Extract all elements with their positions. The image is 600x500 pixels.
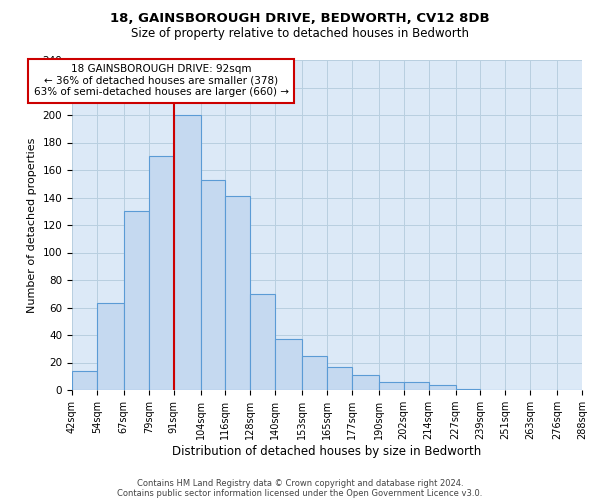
Bar — [226, 196, 250, 390]
Bar — [250, 294, 275, 390]
Bar — [302, 356, 327, 390]
Text: Contains public sector information licensed under the Open Government Licence v3: Contains public sector information licen… — [118, 488, 482, 498]
Bar — [379, 382, 404, 390]
Bar — [275, 339, 302, 390]
Text: 18, GAINSBOROUGH DRIVE, BEDWORTH, CV12 8DB: 18, GAINSBOROUGH DRIVE, BEDWORTH, CV12 8… — [110, 12, 490, 26]
Bar — [173, 115, 200, 390]
Text: 18 GAINSBOROUGH DRIVE: 92sqm
← 36% of detached houses are smaller (378)
63% of s: 18 GAINSBOROUGH DRIVE: 92sqm ← 36% of de… — [34, 64, 289, 98]
Bar — [149, 156, 173, 390]
X-axis label: Distribution of detached houses by size in Bedworth: Distribution of detached houses by size … — [172, 445, 482, 458]
Bar — [97, 304, 124, 390]
Bar — [72, 371, 97, 390]
Bar — [327, 366, 352, 390]
Y-axis label: Number of detached properties: Number of detached properties — [27, 138, 37, 312]
Bar — [352, 375, 379, 390]
Bar — [200, 180, 226, 390]
Bar — [404, 382, 428, 390]
Bar — [455, 388, 481, 390]
Bar — [124, 211, 149, 390]
Text: Contains HM Land Registry data © Crown copyright and database right 2024.: Contains HM Land Registry data © Crown c… — [137, 478, 463, 488]
Bar — [428, 384, 455, 390]
Text: Size of property relative to detached houses in Bedworth: Size of property relative to detached ho… — [131, 28, 469, 40]
